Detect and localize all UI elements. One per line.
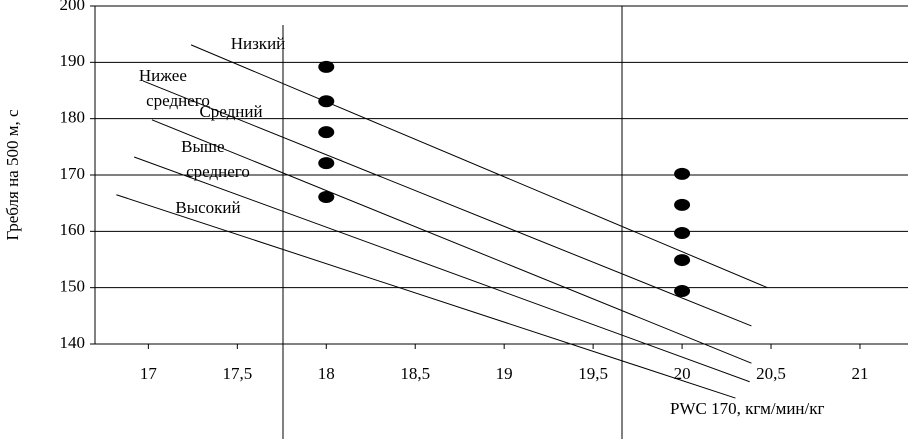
norm-line xyxy=(151,119,752,364)
norm-label: Низкий xyxy=(231,34,286,53)
y-axis-title: Гребля на 500 м, с xyxy=(3,109,22,240)
point xyxy=(674,254,691,267)
y-tick-label: 180 xyxy=(60,108,86,127)
x-tick-label: 21 xyxy=(851,364,868,383)
point xyxy=(318,95,335,108)
norm-line xyxy=(190,44,768,289)
y-tick-label: 140 xyxy=(60,333,86,352)
point xyxy=(674,198,691,211)
x-tick-label: 17,5 xyxy=(222,364,252,383)
norm-line xyxy=(142,80,752,327)
norm-label: Выше среднего xyxy=(181,137,250,181)
x-axis-title: PWC 170, кгм/мин/кг xyxy=(670,399,825,418)
point xyxy=(674,285,691,298)
y-tick-label: 190 xyxy=(60,51,86,70)
y-tick-label: 160 xyxy=(60,220,86,239)
norm-label: Нижее среднего xyxy=(139,66,210,110)
point xyxy=(674,227,691,240)
y-tick-label: 170 xyxy=(60,164,86,183)
x-tick-label: 20,5 xyxy=(756,364,786,383)
x-tick-label: 20 xyxy=(674,364,691,383)
norm-label: Высокий xyxy=(175,198,240,217)
point xyxy=(674,167,691,180)
norm-label: Средний xyxy=(199,102,262,121)
norm-line xyxy=(116,194,736,399)
x-tick-label: 18 xyxy=(318,364,335,383)
point xyxy=(318,60,335,73)
y-tick-label: 150 xyxy=(60,277,86,296)
x-tick-label: 19 xyxy=(496,364,513,383)
point xyxy=(318,157,335,170)
x-tick-label: 18,5 xyxy=(400,364,430,383)
y-tick-label: 200 xyxy=(60,0,86,14)
point xyxy=(318,190,335,203)
x-tick-label: 19,5 xyxy=(578,364,608,383)
norm-line xyxy=(133,156,750,383)
point xyxy=(318,126,335,139)
x-tick-label: 17 xyxy=(140,364,158,383)
